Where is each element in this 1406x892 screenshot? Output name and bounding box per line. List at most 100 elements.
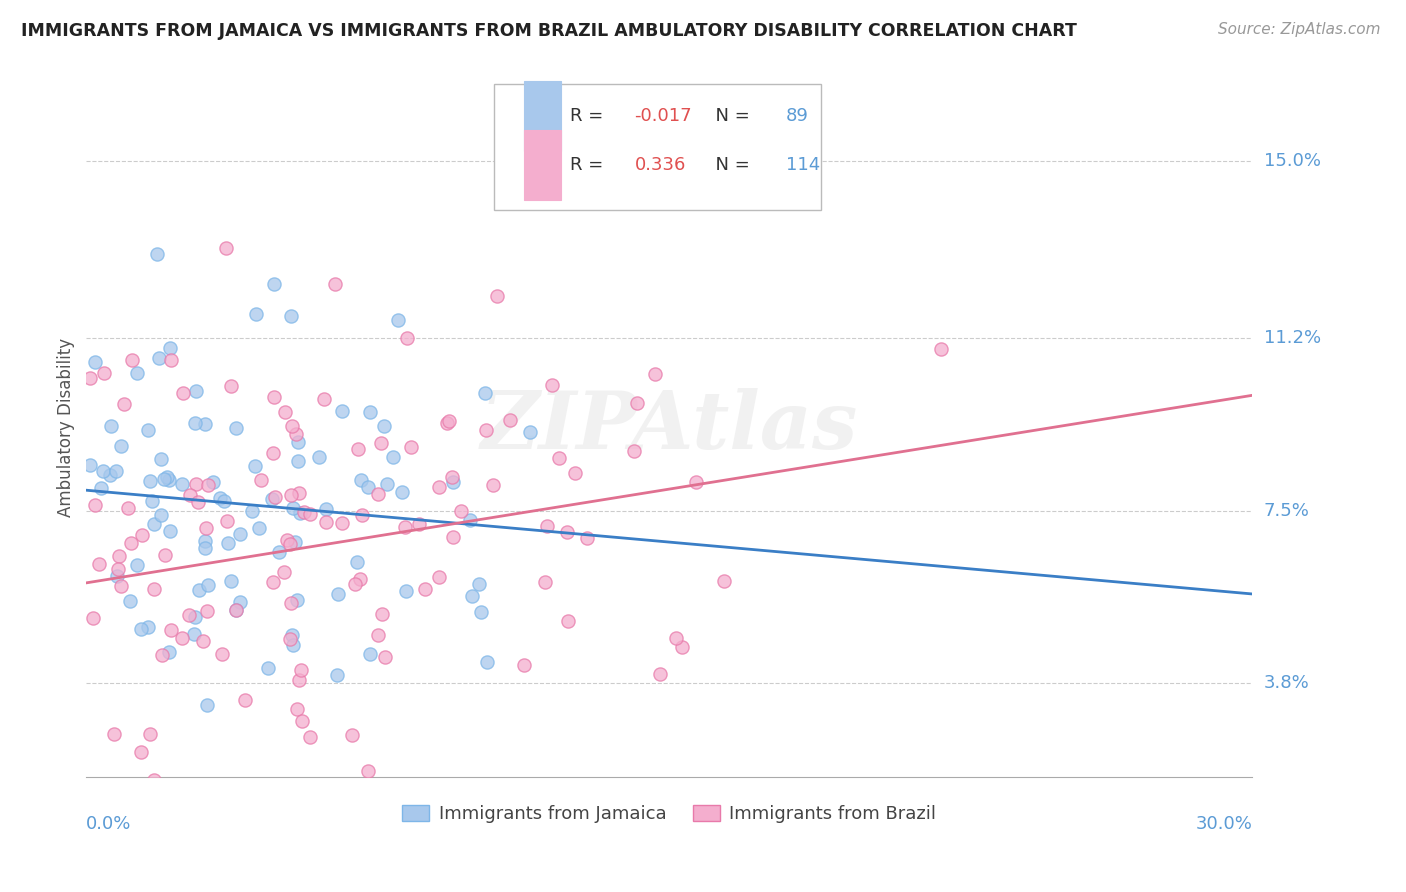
Point xyxy=(257,661,280,675)
Point xyxy=(150,508,173,522)
Point xyxy=(179,488,201,502)
Point xyxy=(623,444,645,458)
Point xyxy=(201,475,224,490)
Point xyxy=(395,331,418,345)
Point xyxy=(441,530,464,544)
Text: 7.5%: 7.5% xyxy=(1264,502,1309,520)
Point xyxy=(188,582,211,597)
Point xyxy=(143,516,166,531)
Point xyxy=(194,541,217,555)
Point xyxy=(370,436,392,450)
Point xyxy=(536,519,558,533)
Point xyxy=(107,562,129,576)
Point xyxy=(211,647,233,661)
Point xyxy=(315,502,337,516)
Point xyxy=(408,516,430,531)
Point xyxy=(437,414,460,428)
Point xyxy=(262,574,284,589)
Point xyxy=(195,605,218,619)
Point xyxy=(127,558,149,572)
Point xyxy=(644,367,666,381)
Point xyxy=(278,537,301,551)
Point xyxy=(285,426,308,441)
Point xyxy=(474,386,496,401)
Point xyxy=(125,366,148,380)
Point xyxy=(212,494,235,508)
Point xyxy=(269,545,291,559)
Point xyxy=(159,352,181,367)
Point xyxy=(280,309,302,323)
Point xyxy=(308,450,330,464)
Point xyxy=(100,812,122,826)
Point xyxy=(575,531,598,545)
Point xyxy=(136,423,159,437)
Point xyxy=(328,587,350,601)
Point xyxy=(219,379,242,393)
Point xyxy=(184,417,207,431)
Point xyxy=(87,558,110,572)
Point xyxy=(482,478,505,492)
Point xyxy=(326,667,349,681)
Bar xyxy=(523,130,561,200)
Text: 89: 89 xyxy=(786,107,808,125)
Point xyxy=(172,386,194,401)
Point xyxy=(152,472,174,486)
Text: R =: R = xyxy=(571,156,609,174)
Point xyxy=(79,458,101,472)
Point xyxy=(540,377,562,392)
Point xyxy=(671,640,693,654)
Point xyxy=(460,589,482,603)
Point xyxy=(91,464,114,478)
Point xyxy=(371,607,394,621)
Point xyxy=(273,565,295,579)
Point xyxy=(356,764,378,779)
Point xyxy=(477,656,499,670)
Point xyxy=(183,627,205,641)
Text: N =: N = xyxy=(704,107,756,125)
Point xyxy=(240,504,263,518)
Text: R =: R = xyxy=(571,107,609,125)
Point xyxy=(97,789,120,804)
Point xyxy=(470,605,492,619)
Point xyxy=(194,534,217,549)
Point xyxy=(267,801,290,815)
Point xyxy=(929,343,952,357)
Point xyxy=(290,506,312,520)
Point xyxy=(141,493,163,508)
Point xyxy=(148,351,170,365)
Point xyxy=(100,419,122,434)
Text: 114: 114 xyxy=(786,156,820,174)
Point xyxy=(110,439,132,453)
Point xyxy=(197,822,219,837)
Point xyxy=(427,570,450,584)
Point xyxy=(685,475,707,489)
Point xyxy=(391,485,413,500)
Text: 15.0%: 15.0% xyxy=(1264,153,1320,170)
Point xyxy=(450,504,472,518)
Text: 11.2%: 11.2% xyxy=(1264,329,1320,348)
Point xyxy=(103,727,125,741)
Point xyxy=(375,477,398,491)
Point xyxy=(332,403,354,417)
Point xyxy=(290,663,312,677)
Point xyxy=(142,582,165,597)
Point xyxy=(118,594,141,608)
Point xyxy=(160,623,183,637)
Point xyxy=(626,395,648,409)
Point xyxy=(84,498,107,512)
Point xyxy=(340,727,363,741)
Point xyxy=(347,442,370,457)
Point xyxy=(184,609,207,624)
Point xyxy=(359,647,381,661)
Point xyxy=(108,549,131,563)
Text: 0.0%: 0.0% xyxy=(86,815,132,833)
Text: Source: ZipAtlas.com: Source: ZipAtlas.com xyxy=(1218,22,1381,37)
Point xyxy=(323,277,346,292)
Point xyxy=(139,727,162,741)
Point xyxy=(110,579,132,593)
Point xyxy=(209,491,232,505)
Point xyxy=(287,434,309,449)
Point xyxy=(245,459,267,474)
Point xyxy=(263,277,285,292)
Point xyxy=(280,488,302,502)
